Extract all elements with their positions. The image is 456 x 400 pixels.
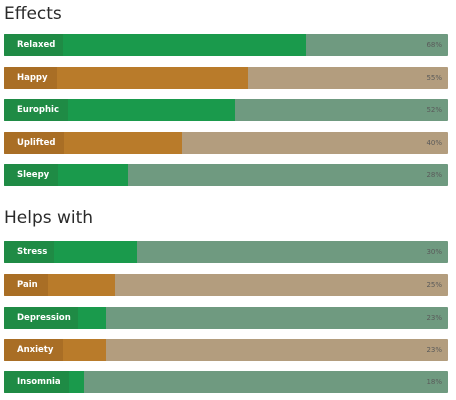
bar-percent: 30% (426, 248, 442, 256)
bar-label: Sleepy (4, 164, 58, 186)
bar-percent: 18% (426, 378, 442, 386)
effect-bar-uplifted: Uplifted 40% (4, 132, 448, 154)
helps-bar-insomnia: Insomnia 18% (4, 371, 448, 393)
bar-label: Depression (4, 307, 78, 329)
effect-bar-europhic: Europhic 52% (4, 99, 448, 121)
helps-bar-stress: Stress 30% (4, 241, 448, 263)
bar-label: Anxiety (4, 339, 63, 361)
effect-bar-sleepy: Sleepy 28% (4, 164, 448, 186)
bar-fill (4, 67, 249, 89)
bar-label: Pain (4, 274, 48, 296)
effect-bar-relaxed: Relaxed 68% (4, 34, 448, 56)
bar-percent: 23% (426, 346, 442, 354)
bar-percent: 55% (426, 74, 442, 82)
helps-bar-anxiety: Anxiety 23% (4, 339, 448, 361)
effect-bar-happy: Happy 55% (4, 67, 448, 89)
bar-percent: 68% (426, 41, 442, 49)
bar-percent: 25% (426, 281, 442, 289)
helps-bar-pain: Pain 25% (4, 274, 448, 296)
bar-percent: 28% (426, 171, 442, 179)
section-title-helps-with: Helps with (4, 208, 94, 228)
bar-percent: 23% (426, 314, 442, 322)
bar-label: Stress (4, 241, 54, 263)
bar-label: Europhic (4, 99, 68, 121)
bar-fill (4, 34, 306, 56)
section-title-effects: Effects (4, 4, 62, 24)
bar-percent: 52% (426, 106, 442, 114)
bar-label: Relaxed (4, 34, 63, 56)
helps-bar-depression: Depression 23% (4, 307, 448, 329)
bar-percent: 40% (426, 139, 442, 147)
bar-label: Uplifted (4, 132, 64, 154)
bar-label: Insomnia (4, 371, 69, 393)
bar-label: Happy (4, 67, 57, 89)
